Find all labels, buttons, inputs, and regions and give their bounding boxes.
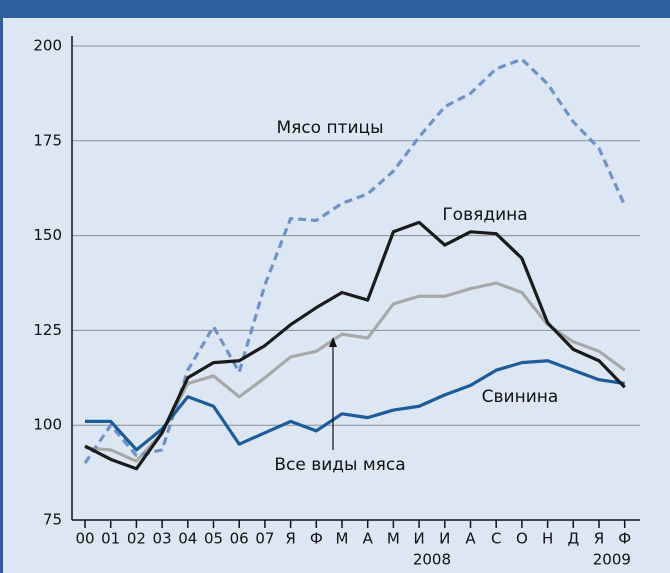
series-label: Говядина: [442, 205, 527, 225]
y-tick-label: 125: [33, 321, 62, 339]
year-label: 2008: [413, 551, 451, 569]
x-tick-label: С: [491, 530, 501, 548]
x-tick-label: И: [413, 530, 424, 548]
series-label: Мясо птицы: [276, 118, 383, 138]
x-tick-label: А: [465, 530, 476, 548]
data-line: [84, 220, 626, 471]
x-tick-label: М: [387, 530, 400, 548]
data-line: [83, 57, 627, 465]
x-tick-label: 03: [153, 530, 172, 548]
x-tick-label: Ф: [618, 530, 631, 548]
left-border: [0, 18, 3, 573]
x-tick-label: А: [363, 530, 374, 548]
year-label: 2009: [593, 551, 631, 569]
x-tick-label: И: [439, 530, 450, 548]
x-tick-label: 05: [204, 530, 223, 548]
annotation-arrowhead: [329, 337, 337, 347]
data-line: [85, 359, 625, 452]
x-tick-label: О: [516, 530, 528, 548]
y-tick-label: 75: [43, 511, 62, 529]
y-tick-label: 175: [33, 131, 62, 149]
header-band: [0, 0, 670, 18]
y-tick-label: 200: [33, 37, 62, 55]
x-tick-label: Я: [594, 530, 604, 548]
y-tick-label: 100: [33, 416, 62, 434]
x-tick-label: 01: [101, 530, 120, 548]
x-tick-label: Ф: [310, 530, 323, 548]
x-tick-label: 07: [255, 530, 274, 548]
series-label: Свинина: [482, 387, 559, 407]
x-tick-label: 02: [127, 530, 146, 548]
x-tick-label: 04: [178, 530, 197, 548]
x-tick-label: Н: [542, 530, 553, 548]
series-label: Все виды мяса: [274, 455, 405, 475]
x-tick-label: 00: [75, 530, 94, 548]
x-tick-label: Д: [567, 530, 579, 548]
x-tick-label: Я: [285, 530, 295, 548]
y-tick-label: 150: [33, 226, 62, 244]
x-tick-label: 06: [230, 530, 249, 548]
x-tick-label: М: [336, 530, 349, 548]
